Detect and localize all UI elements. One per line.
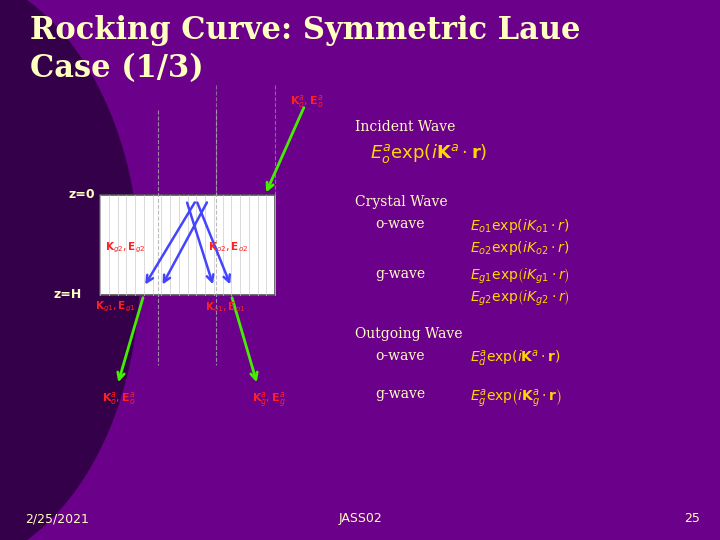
Bar [100, 195, 275, 295]
Text: $E^a_d \exp\!\left(i\mathbf{K}^a \cdot \mathbf{r}\right)$: $E^a_d \exp\!\left(i\mathbf{K}^a \cdot \… [470, 349, 561, 369]
Text: g-wave: g-wave [375, 387, 425, 401]
Text: $E_{g2} \exp\!\left(iK_{g2} \cdot r\right)$: $E_{g2} \exp\!\left(iK_{g2} \cdot r\righ… [470, 289, 570, 308]
Text: Rocking Curve: Symmetric Laue
Case (1/3): Rocking Curve: Symmetric Laue Case (1/3) [30, 15, 580, 84]
Text: z=H: z=H [54, 288, 82, 301]
Text: 25: 25 [684, 512, 700, 525]
Text: g-wave: g-wave [375, 267, 425, 281]
Text: Outgoing Wave: Outgoing Wave [355, 327, 462, 341]
Text: z=0: z=0 [68, 188, 95, 201]
Text: $E_{o2} \exp\!\left(iK_{o2} \cdot r\right)$: $E_{o2} \exp\!\left(iK_{o2} \cdot r\righ… [470, 239, 570, 257]
Text: $E^a_g \exp\!\left(i\mathbf{K}^a_g \cdot \mathbf{r}\right)$: $E^a_g \exp\!\left(i\mathbf{K}^a_g \cdot… [470, 387, 562, 409]
Text: $\mathbf{K}^a_o,\mathbf{E}^a_o$: $\mathbf{K}^a_o,\mathbf{E}^a_o$ [290, 93, 323, 110]
Text: Crystal Wave: Crystal Wave [355, 195, 448, 209]
Text: JASS02: JASS02 [338, 512, 382, 525]
Text: $\mathbf{K}_{g2},\mathbf{E}_{g2}$: $\mathbf{K}_{g2},\mathbf{E}_{g2}$ [105, 240, 145, 255]
Text: $\mathbf{K}_{o2},\mathbf{E}_{o2}$: $\mathbf{K}_{o2},\mathbf{E}_{o2}$ [209, 240, 249, 254]
Text: o-wave: o-wave [375, 349, 425, 363]
Text: o-wave: o-wave [375, 217, 425, 231]
Text: $E_{o1} \exp\!\left(iK_{o1} \cdot r\right)$: $E_{o1} \exp\!\left(iK_{o1} \cdot r\righ… [470, 217, 570, 235]
Text: 2/25/2021: 2/25/2021 [25, 512, 89, 525]
PathPatch shape [0, 0, 140, 540]
Text: $\mathbf{K}^a_o,\mathbf{E}^a_o$: $\mathbf{K}^a_o,\mathbf{E}^a_o$ [102, 390, 136, 407]
Text: $E^a_o \exp\!\left(i\mathbf{K}^a \cdot \mathbf{r}\right)$: $E^a_o \exp\!\left(i\mathbf{K}^a \cdot \… [370, 142, 487, 165]
Text: $\mathbf{K}_{g1},\mathbf{E}_{g1}$: $\mathbf{K}_{g1},\mathbf{E}_{g1}$ [95, 300, 136, 314]
Text: $\mathbf{K}^a_g,\mathbf{E}^a_g$: $\mathbf{K}^a_g,\mathbf{E}^a_g$ [253, 390, 287, 410]
Text: $E_{g1} \exp\!\left(iK_{g1} \cdot r\right)$: $E_{g1} \exp\!\left(iK_{g1} \cdot r\righ… [470, 267, 570, 286]
Text: Incident Wave: Incident Wave [355, 120, 455, 134]
Text: $\mathbf{K}_{o1},\mathbf{E}_{o1}$: $\mathbf{K}_{o1},\mathbf{E}_{o1}$ [205, 300, 246, 314]
